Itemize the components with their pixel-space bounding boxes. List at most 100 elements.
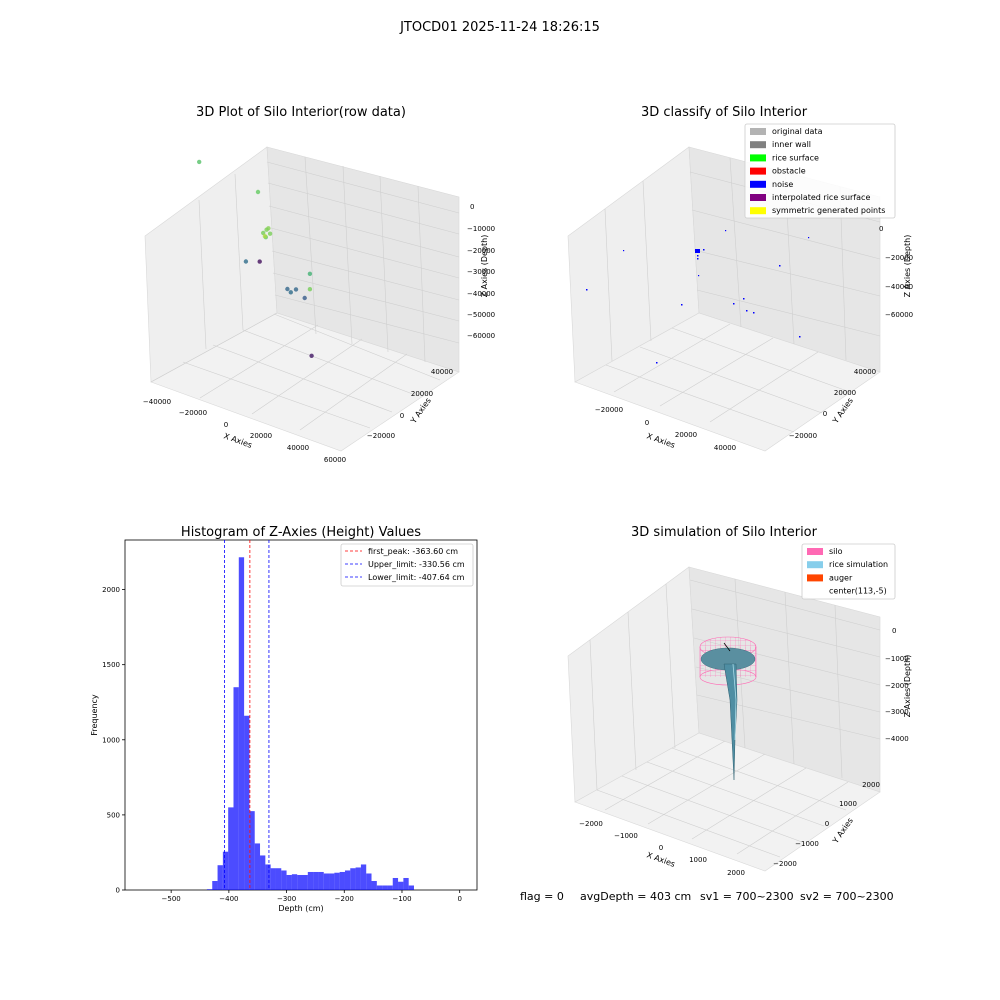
histogram-bar <box>307 871 314 890</box>
x-tick-label: −300 <box>277 895 296 903</box>
noise-point <box>808 237 810 239</box>
center-marker <box>723 642 731 652</box>
y-tick-label: −1000 <box>795 840 819 848</box>
histogram-bar <box>270 868 276 890</box>
x-tick-label: −40000 <box>143 398 171 406</box>
y-tick-label: 0 <box>825 820 829 828</box>
x-tick-label: −400 <box>219 895 238 903</box>
y-tick-label: 20000 <box>834 389 856 397</box>
panel-raw-3d-scatter: 3D Plot of Silo Interior(row data) −4000… <box>143 105 495 464</box>
z-tick-label: 0 <box>892 627 896 635</box>
legend-label: auger <box>829 573 853 582</box>
chart-title: 3D simulation of Silo Interior <box>631 525 818 540</box>
grid-lines <box>604 157 881 433</box>
histogram-bar <box>212 880 218 890</box>
y-tick-label: 0 <box>400 412 404 420</box>
x-tick-label: 0 <box>659 844 663 852</box>
histogram-bar <box>254 843 261 890</box>
legend-label: rice surface <box>772 153 819 162</box>
histogram-bar <box>206 889 213 890</box>
noise-points <box>586 230 810 364</box>
panel-classify-3d: 3D classify of Silo Interior −20000 0 20… <box>567 105 913 452</box>
legend-label: original data <box>772 127 823 136</box>
legend-label: noise <box>772 180 793 189</box>
x-tick-label: −200 <box>335 895 354 903</box>
scatter-point <box>255 189 261 195</box>
scatter-point <box>309 353 314 358</box>
x-axis-label: X Axies <box>645 850 676 869</box>
histogram-bar <box>217 865 223 890</box>
x-tick-label: −100 <box>392 895 411 903</box>
z-tick-label: −1000 <box>885 655 909 663</box>
z-tick-label: −30000 <box>467 268 495 276</box>
y-tick-label: 20000 <box>411 390 433 398</box>
noise-point <box>779 265 781 267</box>
histogram-bar <box>392 877 399 890</box>
z-tick-label: −3000 <box>885 708 909 716</box>
scatter-point <box>261 230 266 236</box>
panel-histogram: Histogram of Z-Axies (Height) Values −50… <box>90 525 478 913</box>
z-axis-label: Z Axies (Depth) <box>480 235 489 298</box>
z-tick-label: −40000 <box>885 283 913 291</box>
histogram-bar <box>228 807 234 890</box>
flag-text: flag = 0 <box>520 890 564 903</box>
histogram-bar <box>238 557 245 890</box>
histogram-bar <box>355 867 361 890</box>
z-tick-label: −40000 <box>467 290 495 298</box>
histogram-bar <box>233 687 239 890</box>
histogram-bar <box>382 885 388 890</box>
z-tick-label: −60000 <box>467 332 495 340</box>
chart-title: 3D classify of Silo Interior <box>641 105 808 120</box>
noise-point <box>697 255 699 257</box>
legend-label: obstacle <box>772 167 806 176</box>
x-tick-label: −1000 <box>614 832 638 840</box>
histogram-bar <box>344 870 351 890</box>
y-axis-label: Frequency <box>90 694 99 736</box>
z-tick-label: −2000 <box>885 682 909 690</box>
legend: silo rice simulation auger center(113,-5) <box>801 543 896 600</box>
avg-depth-text: avgDepth = 403 cm <box>580 890 691 903</box>
histogram-bar <box>244 715 250 890</box>
histogram-bar <box>275 868 282 890</box>
x-tick-label: 0 <box>457 895 461 903</box>
noise-point <box>725 230 727 232</box>
rice-cone <box>723 663 738 781</box>
y-tick-label: −20000 <box>789 432 817 440</box>
scatter-point <box>243 259 249 264</box>
scatter-point <box>288 290 293 295</box>
histogram-bar <box>323 873 330 890</box>
y-tick-label: 2000 <box>102 586 120 594</box>
histogram-bars <box>206 557 414 890</box>
legend-swatch <box>807 548 823 555</box>
noise-point <box>623 250 625 252</box>
noise-point <box>698 275 700 277</box>
sv2-text: sv2 = 700~2300 <box>800 890 894 903</box>
legend-label: silo <box>829 547 843 556</box>
pane-floor <box>574 312 881 452</box>
noise-point <box>695 249 700 253</box>
y-tick-label: 1000 <box>839 800 857 808</box>
y-tick-label: 500 <box>107 811 120 819</box>
histogram-bar <box>360 864 367 890</box>
x-tick-label: −20000 <box>595 406 623 414</box>
histogram-bar <box>265 864 271 890</box>
x-tick-label: 40000 <box>714 444 736 452</box>
x-tick-label: 20000 <box>675 431 697 439</box>
figure-suptitle: JTOCD01 2025-11-24 18:26:15 <box>399 20 600 35</box>
histogram-bar <box>408 885 414 890</box>
z-tick-label: −10000 <box>467 225 495 233</box>
x-tick-label: 40000 <box>287 444 309 452</box>
x-axis-label: X Axies <box>222 431 253 450</box>
histogram-bar <box>339 871 345 890</box>
y-tick-label: 0 <box>823 410 827 418</box>
legend-label: rice simulation <box>829 560 888 569</box>
noise-point <box>799 336 801 338</box>
histogram-bar <box>334 872 340 890</box>
legend-swatch <box>807 587 823 595</box>
z-tick-label: −20000 <box>885 254 913 262</box>
legend: first_peak: -363.60 cm Upper_limit: -330.… <box>340 543 474 587</box>
legend-box <box>744 123 896 219</box>
chart-title: 3D Plot of Silo Interior(row data) <box>196 105 406 120</box>
y-tick-label: −20000 <box>367 432 395 440</box>
x-tick-label: 1000 <box>689 856 707 864</box>
